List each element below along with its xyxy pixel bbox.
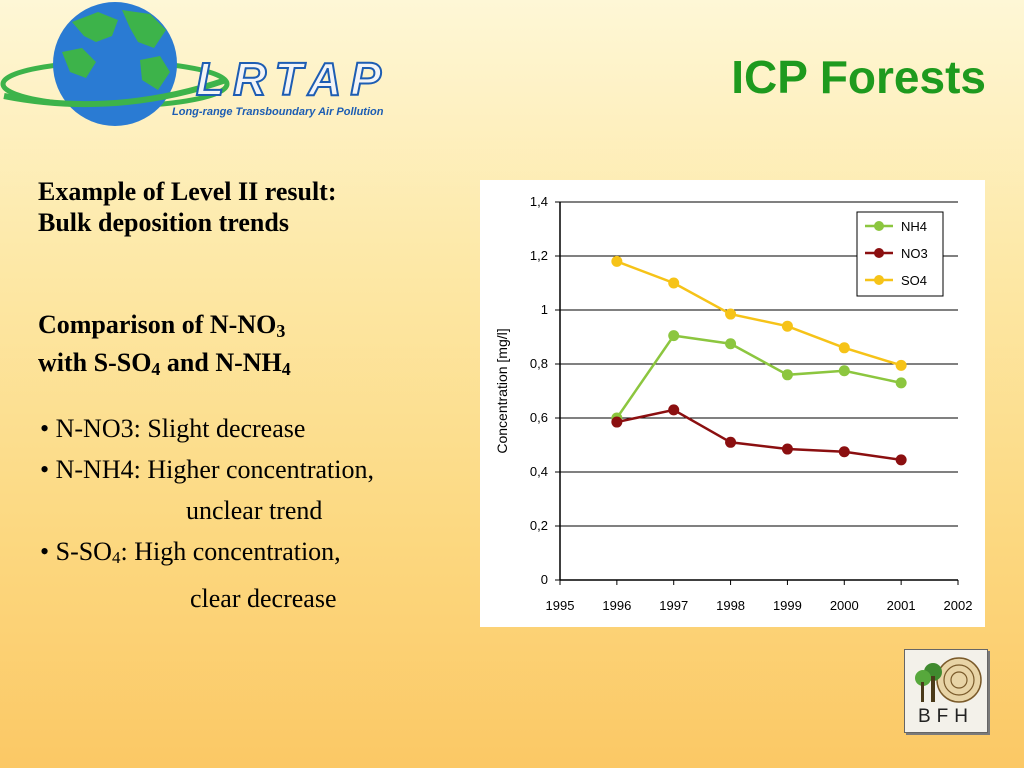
data-point-so4 <box>895 359 907 371</box>
series-line-so4 <box>616 260 902 367</box>
lrtap-logo: LRTAP Long-range Transboundary Air Pollu… <box>0 0 440 135</box>
data-point-so4 <box>781 320 793 332</box>
comparison-line-2: with S-SO4 and N-NH4 <box>38 347 291 385</box>
data-point-so4 <box>611 255 623 267</box>
legend-swatch-marker <box>874 275 884 285</box>
series-line-nh4 <box>615 334 902 419</box>
data-point-so4 <box>668 277 680 289</box>
bfh-logo: BFH <box>904 649 988 733</box>
x-tick-label: 2001 <box>887 598 916 613</box>
logo-wordmark: LRTAP <box>195 52 391 106</box>
data-point-no3 <box>895 454 907 466</box>
data-point-nh4 <box>668 330 680 342</box>
deposition-chart: 0 0,2 0,4 0,6 0,8 1 1,2 1,4 1995 1996 1997 1998 1999… <box>480 180 985 627</box>
globe-icon <box>0 2 230 126</box>
data-point-no3 <box>668 404 680 416</box>
legend-swatch-marker <box>874 248 884 258</box>
legend-label: NO3 <box>901 246 928 261</box>
bullet-nh4-continued: unclear trend <box>186 496 323 525</box>
y-tick-label: 0,6 <box>530 410 548 425</box>
series-line-no3 <box>616 408 902 462</box>
bullet-so4-label: • S-SO <box>40 537 112 566</box>
comparison-text: Comparison of N-NO <box>38 310 277 339</box>
bullet-so4-subscript: 4 <box>111 548 121 567</box>
x-tick-label: 1997 <box>659 598 688 613</box>
heading-comparison: Comparison of N-NO3 with S-SO4 and N-NH4 <box>38 309 291 385</box>
data-point-nh4 <box>895 377 907 389</box>
and-subscript: 4 <box>281 359 291 379</box>
slide-title: ICP Forests <box>731 51 986 103</box>
tree-ring-icon <box>915 657 982 703</box>
comparison-line-1: Comparison of N-NO3 <box>38 309 291 347</box>
x-tick-label: 1996 <box>602 598 631 613</box>
with-subscript: 4 <box>151 359 161 379</box>
with-text: with S-SO <box>38 348 152 377</box>
data-point-no3 <box>781 443 793 455</box>
data-point-so4 <box>725 308 737 320</box>
comparison-subscript: 3 <box>276 321 286 341</box>
bullet-list: • N-NO3: Slight decrease • N-NH4: Higher… <box>40 408 374 619</box>
data-point-so4 <box>838 342 850 354</box>
heading-line-1: Example of Level II result: <box>38 177 337 206</box>
data-point-no3 <box>611 416 623 428</box>
y-tick-label: 0,8 <box>530 356 548 371</box>
x-tick-label: 1999 <box>773 598 802 613</box>
bullet-nh4: • N-NH4: Higher concentration, <box>40 455 375 484</box>
y-axis-label: Concentration [mg/l] <box>494 328 510 453</box>
heading-level2-result: Example of Level II result: Bulk deposit… <box>38 176 337 238</box>
and-text: and N-NH <box>160 348 282 377</box>
y-tick-label: 0 <box>541 572 548 587</box>
data-point-nh4 <box>781 369 793 381</box>
data-point-no3 <box>725 436 737 448</box>
x-tick-label: 2002 <box>944 598 973 613</box>
bullet-so4: • S-SO4: High concentration, <box>40 531 374 578</box>
x-tick-label: 2000 <box>830 598 859 613</box>
y-tick-label: 1,2 <box>530 248 548 263</box>
logo-tagline: Long-range Transboundary Air Pollution <box>172 106 384 118</box>
data-point-nh4 <box>838 365 850 377</box>
y-tick-label: 0,4 <box>530 464 548 479</box>
data-point-nh4 <box>725 338 737 350</box>
x-tick-label: 1995 <box>546 598 575 613</box>
legend-swatch-marker <box>874 221 884 231</box>
legend-label: NH4 <box>901 219 927 234</box>
x-tick-label: 1998 <box>716 598 745 613</box>
bfh-text: BFH <box>918 706 974 727</box>
chart-svg: 0 0,2 0,4 0,6 0,8 1 1,2 1,4 1995 1996 1997 1998 1999… <box>494 194 973 613</box>
y-tick-label: 1,4 <box>530 194 548 209</box>
data-point-no3 <box>838 446 850 458</box>
heading-line-2: Bulk deposition trends <box>38 208 289 237</box>
bullet-so4-continued: clear decrease <box>190 584 337 613</box>
y-tick-label: 1 <box>541 302 548 317</box>
bullet-so4-text: : High concentration, <box>120 537 341 566</box>
bullet-no3: • N-NO3: Slight decrease <box>40 414 306 443</box>
y-tick-label: 0,2 <box>530 518 548 533</box>
legend-label: SO4 <box>901 273 927 288</box>
